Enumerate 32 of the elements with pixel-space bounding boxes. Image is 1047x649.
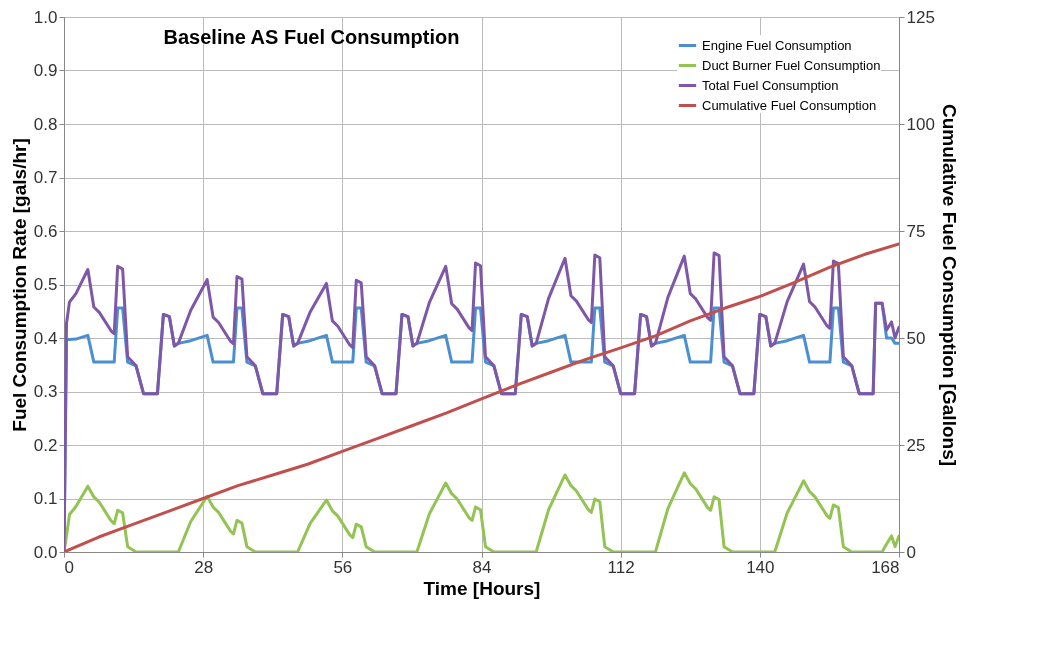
y2-tick-label: 25 <box>906 435 926 455</box>
y-tick-label: 0.5 <box>33 275 58 294</box>
x-tick-label: 56 <box>333 557 353 577</box>
y-tick-label: 1.0 <box>33 7 58 27</box>
y-tick-label: 0.1 <box>33 489 58 508</box>
y-tick-label: 0.2 <box>33 435 58 455</box>
y-tick-label: 0.6 <box>33 221 58 241</box>
legend-label: Duct Burner Fuel Consumption <box>702 57 881 73</box>
y-tick-label: 0.7 <box>33 168 58 187</box>
x-tick-label: 0 <box>64 557 74 577</box>
y2-tick-label: 100 <box>906 114 935 134</box>
y-axis-title: Fuel Consumption Rate [gals/hr] <box>8 138 30 432</box>
y-tick-label: 0.9 <box>33 61 58 80</box>
y2-tick-label: 0 <box>906 542 916 562</box>
y-tick-label: 0.8 <box>33 114 58 134</box>
y-tick-label: 0.4 <box>33 328 58 348</box>
y2-axis-title: Cumulative Fuel Consumption [Gallons] <box>938 103 960 467</box>
x-tick-label: 28 <box>194 557 214 577</box>
y2-tick-label: 50 <box>906 328 926 348</box>
x-tick-label: 168 <box>871 557 900 577</box>
legend-label: Engine Fuel Consumption <box>702 37 852 53</box>
chart-title: Baseline AS Fuel Consumption <box>163 26 460 48</box>
legend-label: Cumulative Fuel Consumption <box>702 97 877 113</box>
y-tick-label: 0.0 <box>33 542 58 562</box>
y2-tick-label: 125 <box>906 7 935 27</box>
y2-tick-label: 75 <box>906 221 926 241</box>
legend-label: Total Fuel Consumption <box>702 77 839 93</box>
x-tick-label: 84 <box>472 557 492 577</box>
x-tick-label: 140 <box>746 557 775 577</box>
x-axis-title: Time [Hours] <box>423 577 541 599</box>
x-tick-label: 112 <box>607 557 635 577</box>
y-tick-label: 0.3 <box>33 382 58 401</box>
